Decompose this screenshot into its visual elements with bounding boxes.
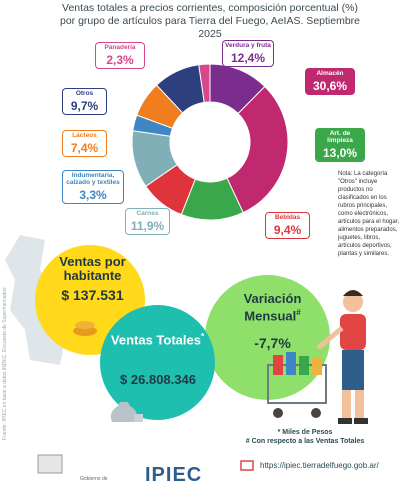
ventas-totales-circle: [100, 305, 215, 420]
web-icon: [240, 460, 254, 471]
website-link[interactable]: https://ipiec.tierradelfuego.gob.ar/: [260, 461, 379, 470]
label-almacen: Almacén 30,6%: [305, 68, 355, 95]
shopper-illustration-icon: [267, 290, 368, 424]
gov-text: Gobierno de: [80, 476, 108, 482]
ventas-habitante-label: Ventas por habitante: [59, 254, 126, 283]
label-indumentaria: Indumentaria, calzado y textiles 3,3%: [62, 170, 124, 204]
label-limpieza: Art. de limpieza 13,0%: [315, 128, 365, 162]
donut-slice-almac-n: [226, 85, 289, 214]
ventas-totales-label: Ventas Totales*: [110, 332, 205, 348]
footnotes: * Miles de Pesos # Con respecto a las Ve…: [245, 429, 365, 445]
ventas-totales-value: $ 26.808.346: [120, 372, 196, 387]
ventas-habitante-value: $ 137.531: [61, 287, 124, 303]
ipiec-logo: IPIEC: [145, 464, 203, 486]
coins-icon: [73, 321, 97, 336]
government-crest-icon: [37, 454, 63, 474]
label-carnes: Carnes 11,9%: [125, 208, 170, 235]
variacion-value: -7,7%: [254, 335, 291, 351]
category-note: Nota: La categoría "Otros" incluye produ…: [338, 171, 400, 257]
label-panaderia: Panadería 2,3%: [95, 42, 145, 69]
money-bag-icon: [110, 402, 143, 422]
label-verdura-fruta: Verdura y fruta 12,4%: [222, 40, 274, 67]
donut-chart: [131, 63, 289, 221]
label-lacteos: Lácteos 7,4%: [62, 130, 107, 157]
label-otros: Otros 9,7%: [62, 88, 107, 115]
source-note: Fuente: IPIEC en base a datos INDEC. Enc…: [2, 287, 8, 440]
variacion-label: Variación Mensual#: [243, 291, 302, 324]
label-bebidas: Bebidas 9,4%: [265, 212, 310, 239]
donut-slice-panader-a: [198, 63, 211, 103]
page-title: Ventas totales a precios corrientes, com…: [60, 2, 361, 40]
